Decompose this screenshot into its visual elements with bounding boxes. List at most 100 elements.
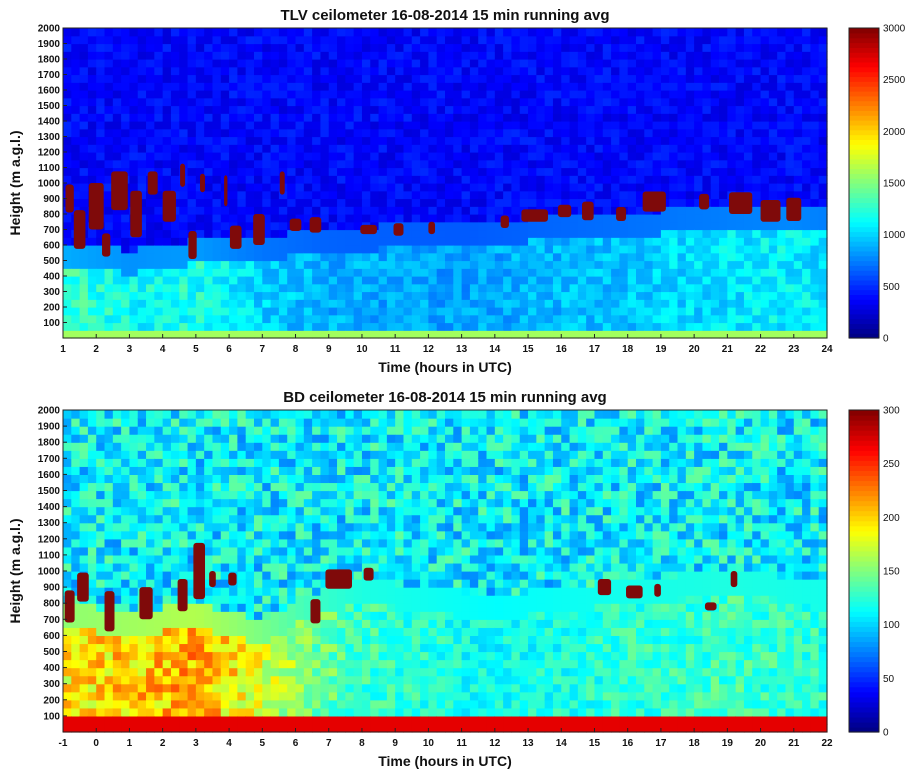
heatmap-cell bbox=[237, 490, 247, 500]
heatmap-cell bbox=[146, 538, 155, 548]
heatmap-cell bbox=[287, 619, 297, 628]
heatmap-cell bbox=[486, 252, 496, 262]
heatmap-cell bbox=[411, 276, 421, 285]
heatmap-cell bbox=[503, 97, 513, 107]
heatmap-cell bbox=[743, 82, 753, 91]
heatmap-cell bbox=[129, 97, 139, 107]
heatmap-cell bbox=[710, 59, 720, 68]
heatmap-cell bbox=[743, 35, 753, 45]
heatmap-cell bbox=[644, 283, 654, 293]
heatmap-cell bbox=[652, 28, 662, 37]
heatmap-cell bbox=[785, 245, 795, 254]
heatmap-cell bbox=[278, 619, 288, 628]
heatmap-cell bbox=[262, 723, 272, 733]
heatmap-cell bbox=[652, 167, 662, 176]
heatmap-cell bbox=[469, 136, 479, 145]
heatmap-cell bbox=[129, 554, 139, 564]
heatmap-cell bbox=[187, 482, 197, 492]
heatmap-cell bbox=[386, 214, 396, 223]
heatmap-cell bbox=[802, 322, 811, 331]
heatmap-cell bbox=[719, 28, 728, 37]
heatmap-cell bbox=[627, 237, 637, 246]
heatmap-cell bbox=[370, 82, 380, 91]
heatmap-cell bbox=[810, 252, 820, 262]
heatmap-cell bbox=[702, 128, 712, 138]
heatmap-cell bbox=[170, 723, 180, 733]
heatmap-cell bbox=[195, 667, 205, 677]
heatmap-cell bbox=[777, 90, 787, 99]
heatmap-cell bbox=[719, 66, 728, 76]
heatmap-cell bbox=[287, 152, 297, 161]
heatmap-cell bbox=[611, 183, 620, 192]
heatmap-cell bbox=[445, 330, 454, 339]
heatmap-cell bbox=[195, 229, 205, 238]
heatmap-cell bbox=[179, 498, 189, 508]
heatmap-cell bbox=[187, 260, 197, 269]
heatmap-cell bbox=[195, 260, 205, 269]
heatmap-cell bbox=[278, 82, 288, 91]
heatmap-cell bbox=[644, 330, 654, 339]
heatmap-cell bbox=[112, 434, 122, 443]
heatmap-cell bbox=[386, 43, 396, 52]
heatmap-cell bbox=[129, 59, 139, 68]
heatmap-cell bbox=[270, 490, 280, 500]
heatmap-cell bbox=[212, 97, 222, 107]
heatmap-cell bbox=[445, 121, 454, 130]
heatmap-cell bbox=[577, 276, 587, 285]
heatmap-cell bbox=[420, 152, 429, 161]
heatmap-cell bbox=[245, 330, 255, 339]
heatmap-cell bbox=[644, 175, 654, 184]
heatmap-cell bbox=[170, 474, 180, 484]
heatmap-cell bbox=[179, 562, 189, 572]
heatmap-cell bbox=[121, 66, 131, 76]
heatmap-cell bbox=[104, 276, 114, 285]
heatmap-cell bbox=[204, 252, 214, 262]
heatmap-cell bbox=[652, 183, 662, 192]
heatmap-cell bbox=[519, 245, 529, 254]
heatmap-cell bbox=[328, 190, 338, 200]
heatmap-cell bbox=[677, 229, 687, 238]
heatmap-cell bbox=[278, 51, 288, 60]
heatmap-cell bbox=[802, 260, 811, 269]
heatmap-cell bbox=[303, 35, 313, 45]
heatmap-cell bbox=[187, 314, 197, 324]
heatmap-cell bbox=[503, 206, 513, 215]
heatmap-cell bbox=[511, 198, 521, 207]
heatmap-cell bbox=[561, 268, 571, 277]
heatmap-cell bbox=[710, 183, 720, 192]
heatmap-cell bbox=[361, 291, 371, 300]
heatmap-cell bbox=[320, 113, 330, 122]
heatmap-cell bbox=[96, 314, 106, 324]
heatmap-cell bbox=[469, 252, 479, 262]
heatmap-cell bbox=[818, 113, 828, 122]
heatmap-cell bbox=[386, 252, 396, 262]
colorbar-segment bbox=[849, 105, 879, 111]
heatmap-cell bbox=[743, 237, 753, 246]
heatmap-cell bbox=[685, 113, 695, 122]
heatmap-cell bbox=[179, 59, 189, 68]
heatmap-cell bbox=[594, 51, 604, 60]
heatmap-cell bbox=[611, 276, 620, 285]
heatmap-cell bbox=[743, 221, 753, 231]
heatmap-cell bbox=[146, 498, 155, 508]
heatmap-cell bbox=[660, 245, 670, 254]
heatmap-cell bbox=[112, 458, 122, 467]
heatmap-cell bbox=[303, 307, 313, 316]
heatmap-cell bbox=[494, 183, 504, 192]
heatmap-cell bbox=[602, 229, 612, 238]
heatmap-cell bbox=[636, 113, 645, 122]
heatmap-cell bbox=[303, 291, 313, 300]
heatmap-cell bbox=[229, 190, 238, 200]
heatmap-cell bbox=[204, 167, 214, 176]
heatmap-cell bbox=[478, 198, 488, 207]
heatmap-cell bbox=[486, 307, 496, 316]
heatmap-cell bbox=[112, 245, 122, 254]
heatmap-cell bbox=[777, 35, 787, 45]
heatmap-cell bbox=[79, 245, 89, 254]
heatmap-cell bbox=[287, 707, 297, 717]
heatmap-cell bbox=[694, 51, 704, 60]
heatmap-cell bbox=[287, 59, 297, 68]
heatmap-cell bbox=[386, 152, 396, 161]
heatmap-cell bbox=[87, 595, 97, 604]
heatmap-cell bbox=[195, 627, 205, 636]
